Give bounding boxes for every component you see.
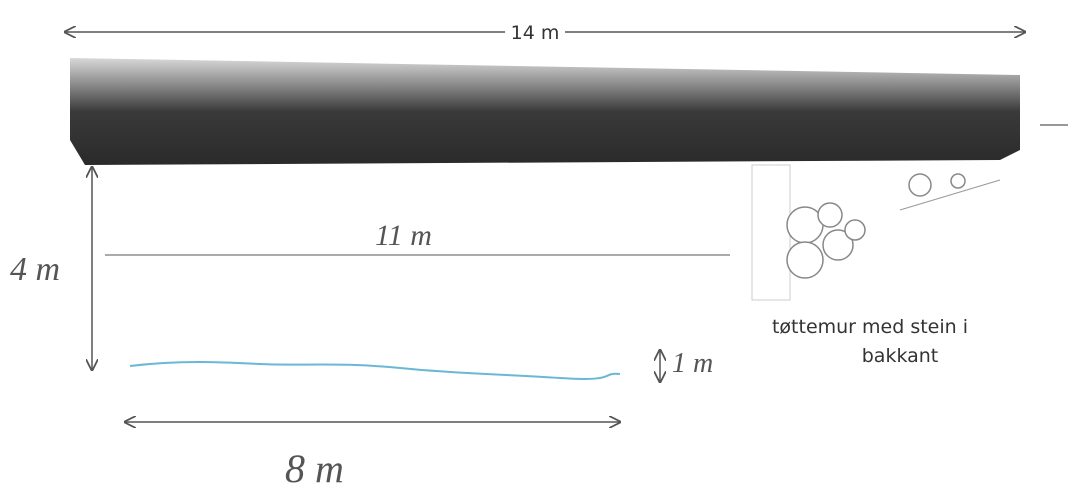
wall bbox=[751, 164, 791, 301]
slope-line bbox=[899, 179, 1001, 211]
water-length-label: 8 m bbox=[285, 446, 344, 491]
beam bbox=[70, 58, 1020, 165]
caption-line: tøttemur med stein i bbox=[772, 316, 968, 338]
height-label: 4 m bbox=[10, 251, 60, 288]
length-label: 14 m bbox=[511, 22, 560, 44]
caption-line: bakkant bbox=[862, 345, 939, 367]
depth-label: 1 m bbox=[672, 348, 713, 379]
label-bg bbox=[505, 20, 565, 44]
stones bbox=[786, 173, 966, 279]
water-line bbox=[129, 361, 621, 380]
inner-length-label: 11 m bbox=[375, 219, 432, 252]
